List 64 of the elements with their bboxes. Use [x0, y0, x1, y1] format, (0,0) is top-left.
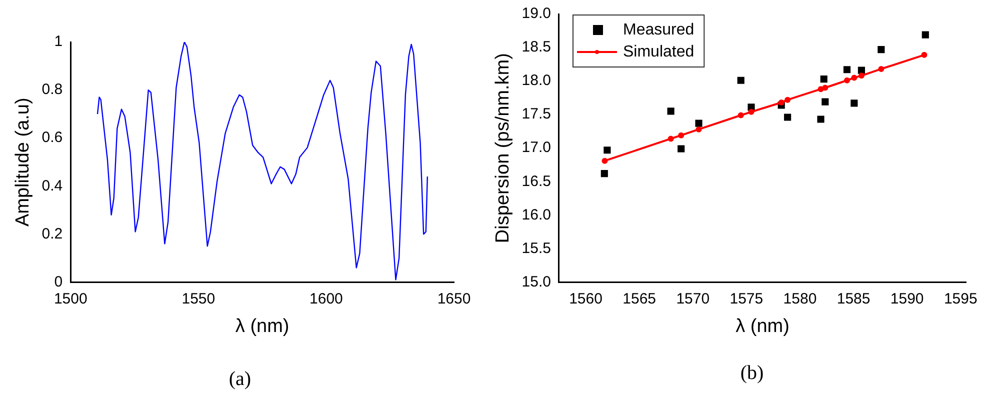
point	[817, 116, 824, 123]
point	[737, 76, 744, 84]
y-tick-label: 19.0	[522, 5, 551, 22]
point	[784, 96, 791, 103]
y-tick-label: 0.8	[42, 81, 63, 98]
point	[600, 170, 608, 178]
point	[878, 66, 884, 72]
point	[878, 46, 885, 54]
point	[695, 120, 702, 127]
point	[921, 52, 928, 58]
y-tick-label: 18.0	[522, 72, 551, 90]
y-tick-label: 15.5	[522, 240, 551, 257]
x-tick-label: 1550	[182, 290, 216, 308]
point	[668, 136, 674, 142]
point	[667, 108, 674, 115]
text: (a)	[228, 368, 252, 391]
point	[748, 108, 754, 115]
point	[843, 66, 851, 74]
y-tick-label: 17.0	[522, 139, 551, 156]
x-tick-label: 1600	[310, 290, 343, 308]
point	[858, 72, 864, 79]
x-tick-label: 1570	[676, 290, 710, 308]
point	[602, 158, 608, 164]
point	[850, 100, 858, 107]
x-tick-label: 1595	[944, 290, 978, 308]
legend-label: Simulated	[622, 43, 694, 60]
x-tick-label: 1565	[622, 290, 656, 308]
x-axis-title: λ (nm)	[736, 316, 790, 337]
text: (b)	[739, 362, 765, 385]
point	[820, 76, 828, 83]
point	[696, 126, 702, 132]
point	[678, 145, 685, 152]
y-axis-title: Dispersion (ps/nm.km)	[492, 53, 514, 244]
point	[604, 146, 611, 154]
y-tick-label: 0.6	[42, 129, 63, 146]
x-tick-label: 1590	[890, 290, 924, 308]
x-tick-label: 1650	[437, 290, 471, 308]
x-tick-label: 1585	[836, 290, 870, 308]
point	[822, 98, 829, 106]
y-tick-label: 16.0	[522, 206, 551, 224]
point	[922, 31, 929, 38]
y-tick-label: 18.5	[522, 38, 551, 56]
y-tick-label: 0.2	[42, 225, 63, 242]
point	[678, 132, 684, 138]
x-tick-label: 1580	[783, 290, 817, 308]
y-tick-label: 0.4	[42, 177, 63, 194]
point	[778, 100, 784, 106]
y-tick-label: 16.5	[522, 172, 551, 190]
y-tick-label: 15.0	[522, 273, 551, 290]
y-tick-label: 17.5	[522, 106, 551, 123]
y-tick-label: 1	[54, 33, 63, 50]
point	[851, 74, 858, 81]
y-axis-title: Amplitude (a.u)	[12, 98, 34, 227]
point	[818, 86, 824, 92]
legend-label: Measured	[622, 21, 694, 38]
x-tick-label: 1560	[569, 290, 602, 308]
point	[738, 112, 744, 118]
point	[784, 114, 792, 121]
x-axis-title: λ (nm)	[235, 316, 290, 337]
y-tick-label: 0	[54, 273, 63, 290]
point	[822, 84, 828, 91]
x-tick-label: 1575	[730, 290, 764, 308]
x-tick-label: 1500	[54, 290, 88, 308]
point	[844, 77, 850, 84]
